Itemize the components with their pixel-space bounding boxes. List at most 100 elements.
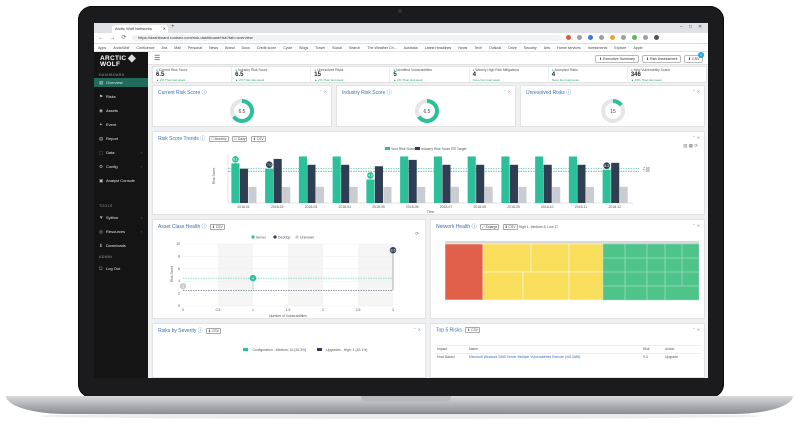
minimize-icon[interactable]: –	[680, 24, 683, 30]
header-risk[interactable]: Risk	[643, 347, 650, 351]
bar-your-risk-score[interactable]	[265, 168, 274, 203]
bar-your-risk-score[interactable]	[298, 156, 307, 203]
treemap-medium[interactable]	[530, 243, 570, 273]
executive-summary-button[interactable]: ⬇ Executive Summary	[595, 55, 639, 63]
nav-arrows-icon[interactable]: ← → ⟳	[98, 35, 129, 41]
sidebar-item-config[interactable]: ⚙ Config ›	[94, 162, 148, 171]
bookmark-item[interactable]: ArcticWolf	[113, 46, 130, 50]
chart-tools-icon[interactable]: ▥ ▦ ⟳	[683, 143, 698, 148]
bar-industry-risk-score[interactable]	[307, 164, 316, 203]
bar-target[interactable]	[315, 186, 324, 203]
card-controls-icon[interactable]: ⌃ ✕	[503, 89, 511, 94]
bar-target[interactable]	[383, 186, 392, 203]
bar-your-risk-score[interactable]	[602, 169, 611, 203]
bar-your-risk-score[interactable]	[501, 156, 510, 203]
bookmark-item[interactable]: Cycle	[283, 46, 293, 50]
refresh-icon[interactable]: ⟳	[415, 231, 419, 236]
bookmark-item[interactable]: Mail	[174, 46, 181, 50]
treemap-medium[interactable]	[482, 243, 532, 273]
info-icon[interactable]: ⓘ	[471, 224, 477, 230]
bookmark-item[interactable]: Drive	[508, 46, 517, 50]
top5-csv-chip[interactable]: ⬇ CSV	[465, 327, 481, 333]
extension-icon[interactable]	[632, 35, 637, 40]
bookmark-item[interactable]: Social	[332, 46, 342, 50]
bar-industry-risk-score[interactable]	[239, 168, 248, 203]
bar-industry-risk-score[interactable]	[476, 164, 485, 203]
bar-industry-risk-score[interactable]	[543, 164, 552, 203]
treemap-medium[interactable]	[568, 243, 604, 273]
info-icon[interactable]: ⓘ	[200, 136, 206, 142]
close-icon[interactable]: ✕	[162, 26, 166, 31]
bar-your-risk-score[interactable]	[366, 179, 375, 203]
sidebar-item-data[interactable]: ⬚ Data ›	[94, 148, 148, 157]
bar-target[interactable]	[349, 186, 358, 203]
card-controls-icon[interactable]: ⌃ ✕	[692, 89, 700, 94]
bar-industry-risk-score[interactable]	[273, 158, 282, 203]
bar-target[interactable]	[585, 186, 594, 203]
bar-industry-risk-score[interactable]	[442, 164, 451, 203]
monthly-chip[interactable]: ☐ Monthly	[208, 135, 229, 142]
extension-icon[interactable]	[643, 35, 648, 40]
bar-target[interactable]	[417, 186, 426, 203]
bookmark-item[interactable]: Travel	[315, 46, 326, 50]
severity-csv-chip[interactable]: ⬇ CSV	[206, 327, 221, 334]
sidebar-item-analyst-console[interactable]: ▣ Analyst Console	[94, 176, 148, 185]
card-controls-icon[interactable]: ⌃ ✕	[692, 327, 700, 332]
extension-icon[interactable]	[610, 35, 615, 40]
extension-icon[interactable]	[599, 35, 604, 40]
extension-icon[interactable]	[566, 35, 571, 40]
window-close-icon[interactable]: ✕	[698, 24, 703, 30]
bar-target[interactable]	[518, 186, 527, 203]
sidebar-item-resources[interactable]: ◎ Resources ›	[94, 227, 148, 236]
bookmark-item[interactable]: Investments	[587, 46, 608, 50]
card-controls-icon[interactable]: ⌃ ✕	[692, 223, 700, 228]
card-controls-icon[interactable]: ⌃ ✕	[413, 327, 421, 332]
bar-target[interactable]	[450, 186, 459, 203]
info-icon[interactable]: ⓘ	[201, 224, 207, 230]
extension-icon[interactable]	[621, 35, 626, 40]
sidebar-item-sylthor[interactable]: ▼ Sylthor ›	[94, 213, 148, 222]
bookmark-item[interactable]: News	[458, 46, 468, 50]
bookmark-item[interactable]: Tech	[474, 46, 482, 50]
risk-assessment-button[interactable]: ⬇ Risk Assessment	[642, 55, 682, 63]
bookmark-item[interactable]: News	[209, 46, 219, 50]
asset-csv-chip[interactable]: ⬇ CSV	[210, 223, 225, 230]
enlarge-chip[interactable]: ⤢ Enlarge	[479, 223, 500, 230]
bookmark-item[interactable]: Docs	[241, 46, 250, 50]
profile-avatar[interactable]	[654, 35, 659, 40]
card-controls-icon[interactable]: ⌃ ✕	[319, 89, 327, 94]
bookmark-item[interactable]: The Weather Ch...	[367, 46, 397, 50]
browser-tab[interactable]: Arctic Wolf Networks ✕	[112, 25, 168, 33]
extension-icon[interactable]	[577, 35, 582, 40]
daily-chip[interactable]: ☐ Daily	[231, 135, 248, 142]
bar-industry-risk-score[interactable]	[611, 162, 620, 203]
info-icon[interactable]: ⓘ	[197, 328, 203, 334]
bookmark-item[interactable]: Brand	[225, 46, 235, 50]
bar-target[interactable]	[282, 186, 291, 203]
scatter-point-desktop[interactable]	[389, 247, 397, 254]
bar-industry-risk-score[interactable]	[408, 159, 417, 203]
info-icon[interactable]: ⓘ	[201, 90, 207, 96]
bookmark-item[interactable]: Explore	[614, 46, 627, 50]
bookmark-item[interactable]: Arts	[543, 46, 551, 50]
info-icon[interactable]: ⓘ	[386, 90, 392, 96]
row-name-link[interactable]: Microsoft Windows SMB Server Multiple Vu…	[469, 355, 581, 359]
bookmark-item[interactable]: Latest Headlines	[424, 46, 452, 50]
new-tab-icon[interactable]: +	[171, 24, 175, 30]
bookmark-item[interactable]: Apps	[98, 46, 107, 50]
header-impact[interactable]: Impact	[437, 347, 448, 351]
bar-your-risk-score[interactable]	[568, 156, 577, 203]
bookmark-item[interactable]: Confluence	[136, 46, 155, 50]
sidebar-item-event[interactable]: ✦ Event	[94, 120, 148, 129]
extension-icon[interactable]	[588, 35, 593, 40]
bar-your-risk-score[interactable]	[467, 156, 476, 203]
bar-industry-risk-score[interactable]	[341, 164, 350, 203]
bar-target[interactable]	[552, 186, 561, 203]
bar-industry-risk-score[interactable]	[577, 164, 586, 203]
trends-csv-chip[interactable]: ⬇ CSV	[250, 135, 266, 142]
treemap-medium[interactable]	[568, 271, 604, 301]
